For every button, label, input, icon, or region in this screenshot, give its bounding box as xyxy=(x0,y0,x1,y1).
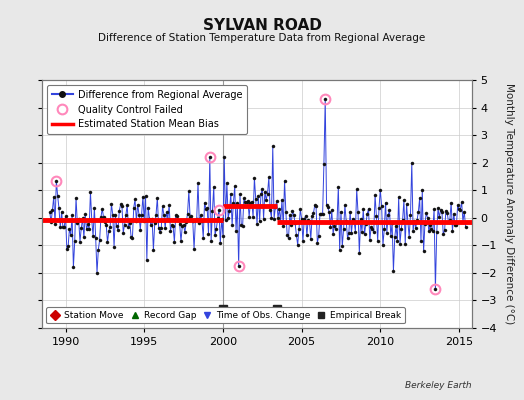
Text: SYLVAN ROAD: SYLVAN ROAD xyxy=(203,18,321,34)
Y-axis label: Monthly Temperature Anomaly Difference (°C): Monthly Temperature Anomaly Difference (… xyxy=(504,83,514,325)
Text: Berkeley Earth: Berkeley Earth xyxy=(405,381,472,390)
Legend: Station Move, Record Gap, Time of Obs. Change, Empirical Break: Station Move, Record Gap, Time of Obs. C… xyxy=(47,307,405,324)
Text: Difference of Station Temperature Data from Regional Average: Difference of Station Temperature Data f… xyxy=(99,33,425,43)
